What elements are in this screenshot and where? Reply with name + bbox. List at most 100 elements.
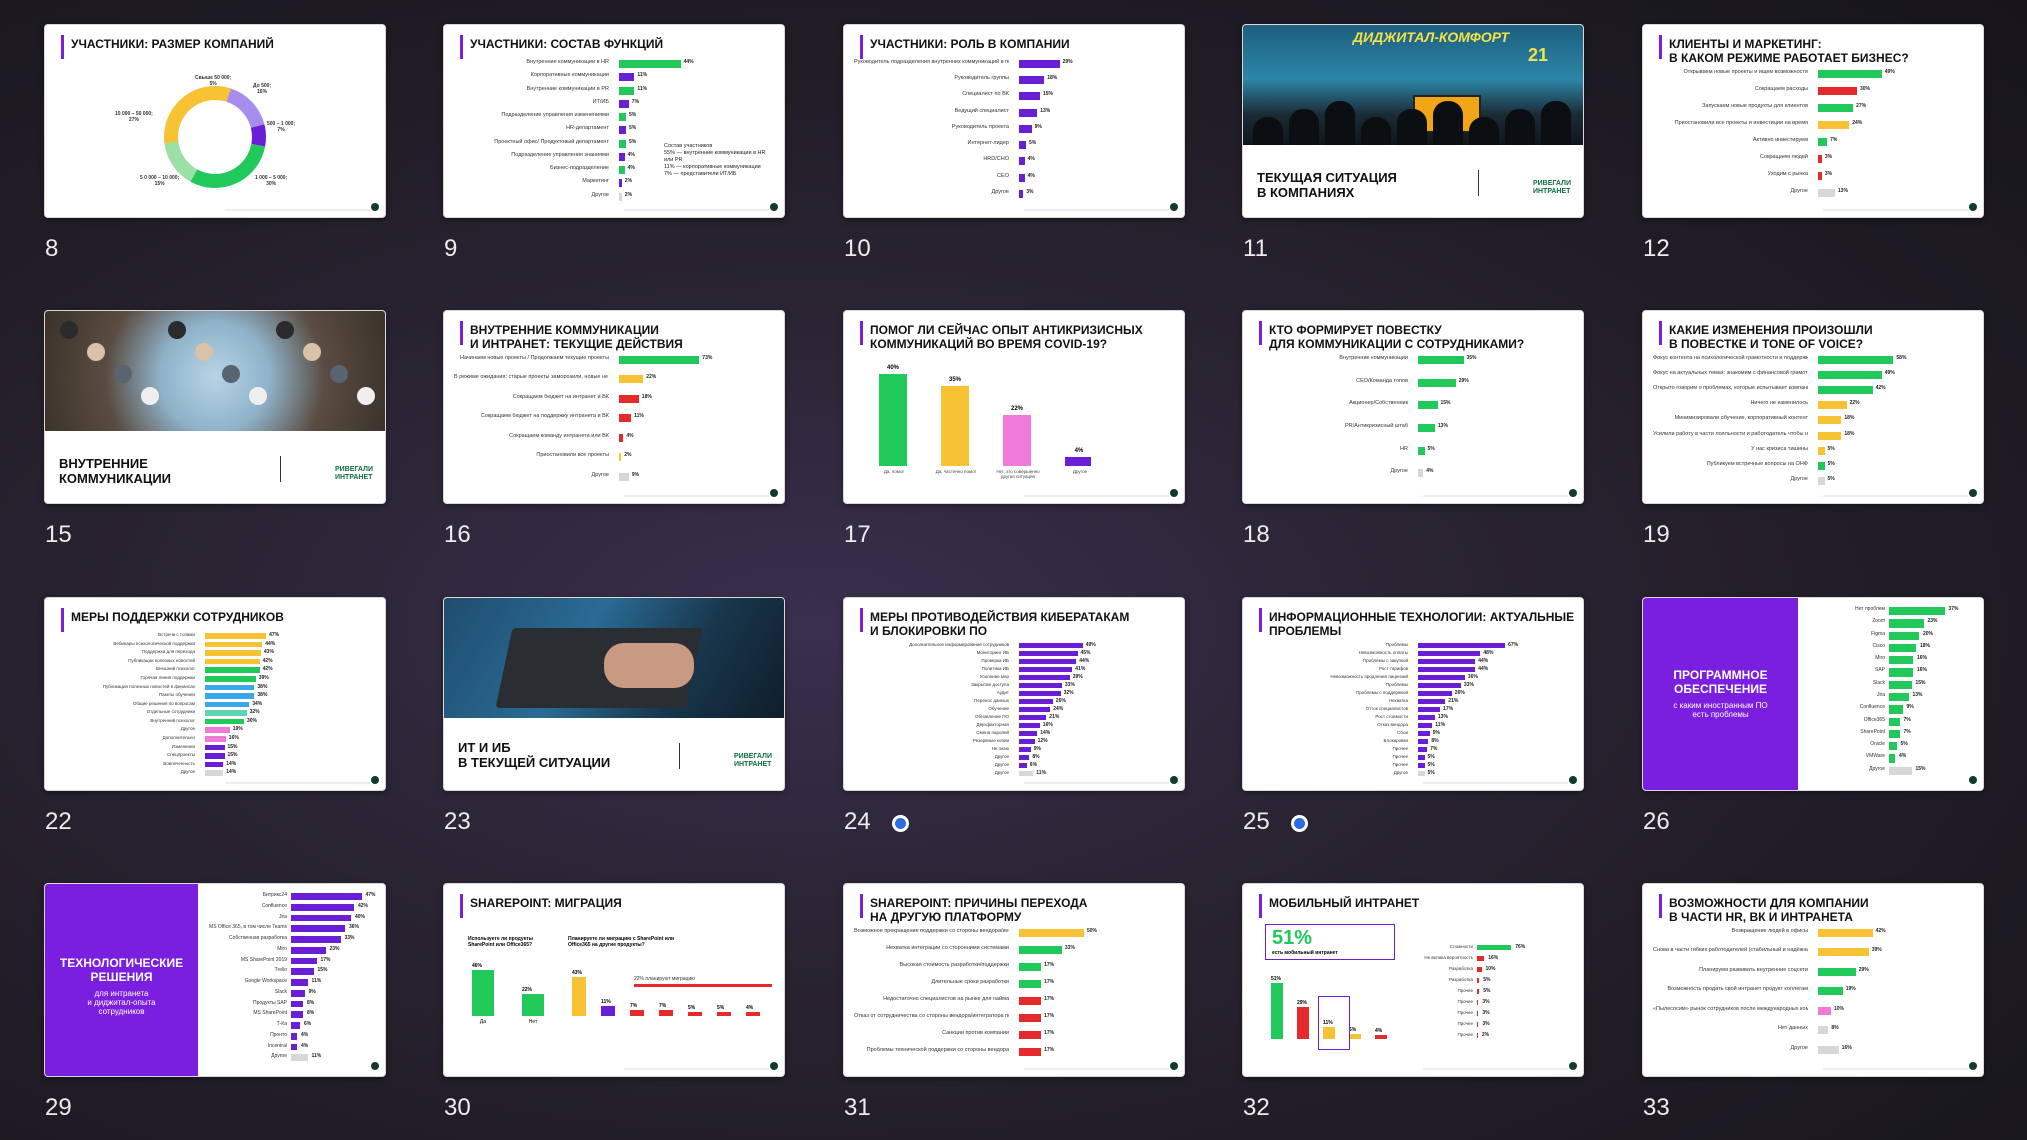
bar-value: 2% (624, 452, 632, 459)
slide-thumbnail[interactable]: МОБИЛЬНЫЙ ИНТРАНЕТ 51% есть мобильный интр… (1242, 883, 1584, 1077)
slide-thumbnail-cell[interactable]: SHAREPOINT: ПРИЧИНЫ ПЕРЕХОДА НА ДРУГУЮ П… (843, 883, 1185, 1121)
slide-thumbnail-cell[interactable]: ВОЗМОЖНОСТИ ДЛЯ КОМПАНИИ В ЧАСТИ HR, ВК … (1642, 883, 1984, 1121)
slide-photo (444, 598, 784, 718)
bar (1477, 1033, 1478, 1038)
vbar-value: 43% (572, 970, 583, 977)
bar-value: 26% (1055, 698, 1066, 704)
slide-number: 11 (1243, 235, 1268, 262)
question-1: Используете ли продукты SharePoint или O… (468, 936, 533, 948)
vbar-category: Нет (528, 1019, 538, 1025)
slide-thumbnail[interactable]: МЕРЫ ПОДДЕРЖКИ СОТРУДНИКОВ Встречи с топа… (44, 597, 386, 791)
slide-thumbnail[interactable]: ВНУТРЕННИЕ КОММУНИКАЦИИ РИВЕГАЛИ ИНТРАНЕТ (44, 310, 386, 504)
bar (619, 152, 625, 161)
bar-value: 37% (1948, 606, 1959, 612)
vbar-value: 4% (1375, 1027, 1383, 1034)
bar-label: Jira (1876, 692, 1885, 698)
slide-thumbnail[interactable]: ИНФОРМАЦИОННЫЕ ТЕХНОЛОГИИ: АКТУАЛЬНЫЕ ПР… (1242, 597, 1584, 791)
vbar-value: 7% (630, 1002, 638, 1009)
slide-thumbnail-cell[interactable]: МОБИЛЬНЫЙ ИНТРАНЕТ 51% есть мобильный интр… (1242, 883, 1584, 1121)
slide-thumbnail-cell[interactable]: ВНУТРЕННИЕ КОММУНИКАЦИИ И ИНТРАНЕТ: ТЕКУ… (443, 310, 785, 548)
bar (1418, 651, 1481, 656)
brand-mark-icon (1969, 1062, 1977, 1070)
slide-thumbnail-cell[interactable]: ИТ И ИБ В ТЕКУЩЕЙ СИТУАЦИИ РИВЕГАЛИ ИНТРА… (443, 597, 785, 835)
bar-label: Публикации полезных новостей (128, 657, 195, 663)
slide-thumbnail-cell[interactable]: УЧАСТНИКИ: РОЛЬ В КОМПАНИИ Руководитель п… (843, 24, 1185, 262)
vbar (1323, 1026, 1335, 1039)
bar-label: Сокращаем расходы (1754, 86, 1808, 92)
bar-label: Открываем новые проекты и ищем возможнос… (1683, 69, 1808, 75)
bar-label: Прочее (1457, 999, 1474, 1004)
slide-footer-line (1423, 495, 1568, 497)
slide-thumbnail[interactable]: КАКИЕ ИЗМЕНЕНИЯ ПРОИЗОШЛИ В ПОВЕСТКЕ И T… (1642, 310, 1984, 504)
slide-thumbnail[interactable]: ДИДЖИТАЛ-КОМФОРТ 21 ТЕКУЩАЯ СИТУАЦИЯ В КОМ… (1242, 24, 1584, 218)
donut-slice (164, 141, 198, 182)
slide-footer-line (1823, 1068, 1968, 1070)
selection-dot-icon[interactable] (1291, 815, 1308, 832)
bar (1889, 607, 1945, 616)
slide-thumbnail[interactable]: ПРОГРАММНОЕ ОБЕСПЕЧЕНИЕ с каким иностранн… (1642, 597, 1984, 791)
bar (205, 770, 224, 776)
bar (1889, 705, 1903, 714)
vbar-value: 5% (1349, 1026, 1357, 1033)
slide-thumbnail-cell[interactable]: КЛИЕНТЫ И МАРКЕТИНГ: В КАКОМ РЕЖИМЕ РАБО… (1642, 24, 1984, 262)
bar-value: 5% (1427, 754, 1435, 760)
bar-value: 3% (1482, 1021, 1490, 1027)
slide-thumbnail[interactable]: ВНУТРЕННИЕ КОММУНИКАЦИИ И ИНТРАНЕТ: ТЕКУ… (443, 310, 785, 504)
bar (1818, 476, 1825, 485)
bar-label: Другое (591, 471, 609, 478)
slide-thumbnail-cell[interactable]: SHAREPOINT: МИГРАЦИЯ Используете ли проду… (443, 883, 785, 1121)
bar (1477, 945, 1512, 950)
bar (291, 1032, 297, 1040)
slide-thumbnail-cell[interactable]: ИНФОРМАЦИОННЫЕ ТЕХНОЛОГИИ: АКТУАЛЬНЫЕ ПР… (1242, 597, 1584, 835)
slide-thumbnail[interactable]: УЧАСТНИКИ: СОСТАВ ФУНКЦИЙ Внутренние комм… (443, 24, 785, 218)
audience-head (1289, 109, 1319, 145)
vbar (688, 1011, 702, 1016)
bar-value: 44% (683, 59, 694, 65)
slide-thumbnail[interactable]: КЛИЕНТЫ И МАРКЕТИНГ: В КАКОМ РЕЖИМЕ РАБО… (1642, 24, 1984, 218)
bar (619, 433, 624, 442)
slide-thumbnail[interactable]: SHAREPOINT: МИГРАЦИЯ Используете ли проду… (443, 883, 785, 1077)
person-shape (249, 387, 267, 405)
brand-mark-icon (371, 203, 379, 211)
slide-thumbnail-cell[interactable]: ПОМОГ ЛИ СЕЙЧАС ОПЫТ АНТИКРИЗИСНЫХ КОММУ… (843, 310, 1185, 548)
slide-thumbnail-cell[interactable]: ВНУТРЕННИЕ КОММУНИКАЦИИ РИВЕГАЛИ ИНТРАНЕТ… (44, 310, 386, 548)
slide-thumbnail[interactable]: МЕРЫ ПРОТИВОДЕЙСТВИЯ КИБЕРАТАКАМ И БЛОКИ… (843, 597, 1185, 791)
slide-thumbnail-cell[interactable]: МЕРЫ ПОДДЕРЖКИ СОТРУДНИКОВ Встречи с топа… (44, 597, 386, 835)
slide-thumbnail[interactable]: ПОМОГ ЛИ СЕЙЧАС ОПЫТ АНТИКРИЗИСНЫХ КОММУ… (843, 310, 1185, 504)
slide-thumbnail-cell[interactable]: КТО ФОРМИРУЕТ ПОВЕСТКУ ДЛЯ КОММУНИКАЦИИ … (1242, 310, 1584, 548)
slide-thumbnail[interactable]: ТЕХНОЛОГИЧЕСКИЕ РЕШЕНИЯ для интранета и д… (44, 883, 386, 1077)
bar-value: 18% (641, 393, 652, 400)
donut-label: До 500; 16% (253, 83, 272, 95)
slide-thumbnail[interactable]: УЧАСТНИКИ: РОЛЬ В КОМПАНИИ Руководитель п… (843, 24, 1185, 218)
bar (1818, 104, 1854, 112)
slide-thumbnail[interactable]: ВОЗМОЖНОСТИ ДЛЯ КОМПАНИИ В ЧАСТИ HR, ВК … (1642, 883, 1984, 1077)
vbar (630, 1009, 644, 1016)
bar-value: 49% (1884, 370, 1895, 377)
bar-label: Другое (1790, 1044, 1808, 1051)
slide-thumbnail[interactable]: SHAREPOINT: ПРИЧИНЫ ПЕРЕХОДА НА ДРУГУЮ П… (843, 883, 1185, 1077)
selection-dot-icon[interactable] (892, 815, 909, 832)
slide-thumbnail[interactable]: КТО ФОРМИРУЕТ ПОВЕСТКУ ДЛЯ КОММУНИКАЦИИ … (1242, 310, 1584, 504)
bar-label: Специалист по ВК (962, 91, 1009, 98)
bar (619, 126, 626, 135)
bar-value: 73% (702, 355, 713, 361)
bar-value: 29% (1458, 377, 1469, 384)
slide-thumbnail-cell[interactable]: МЕРЫ ПРОТИВОДЕЙСТВИЯ КИБЕРАТАКАМ И БЛОКИ… (843, 597, 1185, 835)
slide-thumbnail-cell[interactable]: УЧАСТНИКИ: РАЗМЕР КОМПАНИЙ Свыше 50 000; … (44, 24, 386, 262)
bar-label: Возвращение людей в офисы (1731, 928, 1808, 934)
bar-label: Разработка (1449, 966, 1473, 971)
bar (1019, 997, 1042, 1005)
bar-label: Отказ вендора (1377, 722, 1408, 727)
slide-thumbnail-cell[interactable]: ТЕХНОЛОГИЧЕСКИЕ РЕШЕНИЯ для интранета и д… (44, 883, 386, 1121)
slide-thumbnail-cell[interactable]: КАКИЕ ИЗМЕНЕНИЯ ПРОИЗОШЛИ В ПОВЕСТКЕ И T… (1642, 310, 1984, 548)
slide-thumbnail-cell[interactable]: ПРОГРАММНОЕ ОБЕСПЕЧЕНИЕ с каким иностранн… (1642, 597, 1984, 835)
slide-thumbnail-cell[interactable]: ДИДЖИТАЛ-КОМФОРТ 21 ТЕКУЩАЯ СИТУАЦИЯ В КОМ… (1242, 24, 1584, 262)
slide-thumbnail[interactable]: УЧАСТНИКИ: РАЗМЕР КОМПАНИЙ Свыше 50 000; … (44, 24, 386, 218)
bar-value: 23% (1927, 618, 1938, 625)
slide-thumbnail-cell[interactable]: УЧАСТНИКИ: СОСТАВ ФУНКЦИЙ Внутренние комм… (443, 24, 785, 262)
bar (1019, 173, 1025, 182)
bar-label: VMWare (1865, 753, 1885, 760)
bar-label: Политика ИБ (981, 666, 1009, 671)
slide-thumbnail[interactable]: ИТ И ИБ В ТЕКУЩЕЙ СИТУАЦИИ РИВЕГАЛИ ИНТРА… (443, 597, 785, 791)
bar-label: CEO/Команда топов (1356, 377, 1408, 384)
